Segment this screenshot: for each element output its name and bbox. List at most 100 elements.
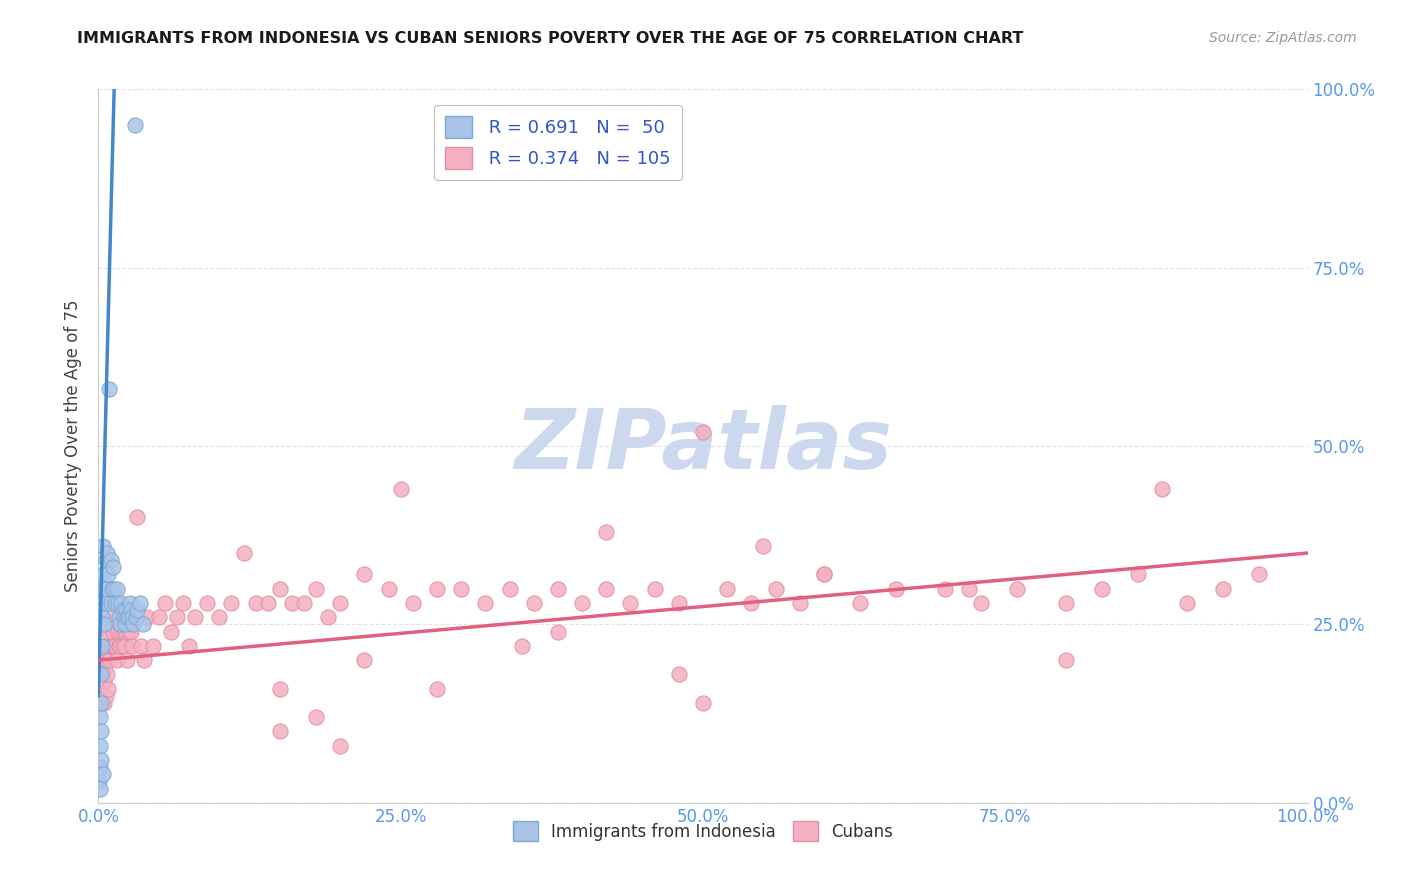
Point (1212, 582, 1234, 596)
Point (90, 753, 112, 767)
Point (105, 653, 128, 667)
Point (98, 653, 121, 667)
Point (510, 639, 533, 653)
Point (377, 582, 399, 596)
Point (89, 739, 111, 753)
Y-axis label: Seniors Poverty Over the Age of 75: Seniors Poverty Over the Age of 75 (65, 300, 83, 592)
Point (91, 653, 114, 667)
Point (90, 724, 112, 739)
Point (305, 710, 328, 724)
Point (124, 118, 146, 132)
Point (117, 653, 139, 667)
Point (104, 639, 127, 653)
Point (619, 596, 641, 610)
Point (112, 624, 135, 639)
Point (1054, 653, 1077, 667)
Point (813, 567, 835, 582)
Point (474, 596, 496, 610)
Point (91, 667, 114, 681)
Point (547, 624, 569, 639)
Point (353, 567, 375, 582)
Point (716, 582, 738, 596)
Point (93, 582, 115, 596)
Point (1175, 596, 1198, 610)
Point (103, 639, 125, 653)
Point (316, 610, 339, 624)
Point (91, 596, 114, 610)
Point (120, 603, 142, 617)
Point (115, 624, 138, 639)
Point (128, 596, 150, 610)
Point (765, 582, 787, 596)
Point (90, 667, 112, 681)
Point (96, 667, 118, 681)
Point (668, 667, 690, 681)
Point (94, 596, 117, 610)
Point (129, 639, 152, 653)
Point (90, 639, 112, 653)
Point (221, 596, 243, 610)
Point (100, 582, 122, 596)
Point (118, 624, 141, 639)
Point (101, 560, 124, 574)
Point (110, 624, 132, 639)
Point (91, 767, 114, 781)
Point (108, 617, 131, 632)
Point (353, 653, 375, 667)
Legend: Immigrants from Indonesia, Cubans: Immigrants from Indonesia, Cubans (506, 814, 900, 848)
Point (153, 596, 176, 610)
Point (110, 596, 132, 610)
Point (195, 596, 218, 610)
Point (232, 546, 254, 560)
Point (94, 689, 117, 703)
Point (184, 610, 207, 624)
Point (118, 596, 141, 610)
Point (934, 582, 956, 596)
Point (89, 774, 111, 789)
Point (135, 610, 157, 624)
Point (125, 610, 148, 624)
Point (571, 596, 593, 610)
Point (389, 482, 412, 496)
Point (1054, 596, 1077, 610)
Point (93, 696, 115, 710)
Point (93, 674, 115, 689)
Point (305, 582, 328, 596)
Point (112, 610, 135, 624)
Point (100, 553, 122, 567)
Point (89, 710, 111, 724)
Point (426, 582, 449, 596)
Point (124, 610, 146, 624)
Point (269, 724, 291, 739)
Point (179, 639, 201, 653)
Point (91, 567, 114, 582)
Point (114, 639, 136, 653)
Point (292, 596, 315, 610)
Point (118, 610, 141, 624)
Point (256, 596, 278, 610)
Point (98, 624, 121, 639)
Point (97, 639, 120, 653)
Point (100, 639, 122, 653)
Point (89, 760, 111, 774)
Point (957, 582, 980, 596)
Point (269, 582, 291, 596)
Point (120, 624, 142, 639)
Point (122, 617, 145, 632)
Point (789, 596, 811, 610)
Point (111, 639, 134, 653)
Point (523, 596, 546, 610)
Point (115, 603, 138, 617)
Point (96, 639, 118, 653)
Point (93, 617, 115, 632)
Point (107, 596, 129, 610)
Point (1152, 482, 1174, 496)
Point (1128, 567, 1150, 582)
Point (105, 582, 128, 596)
Point (91, 539, 114, 553)
Point (101, 624, 124, 639)
Point (100, 610, 122, 624)
Point (208, 610, 231, 624)
Point (96, 546, 118, 560)
Point (970, 596, 993, 610)
